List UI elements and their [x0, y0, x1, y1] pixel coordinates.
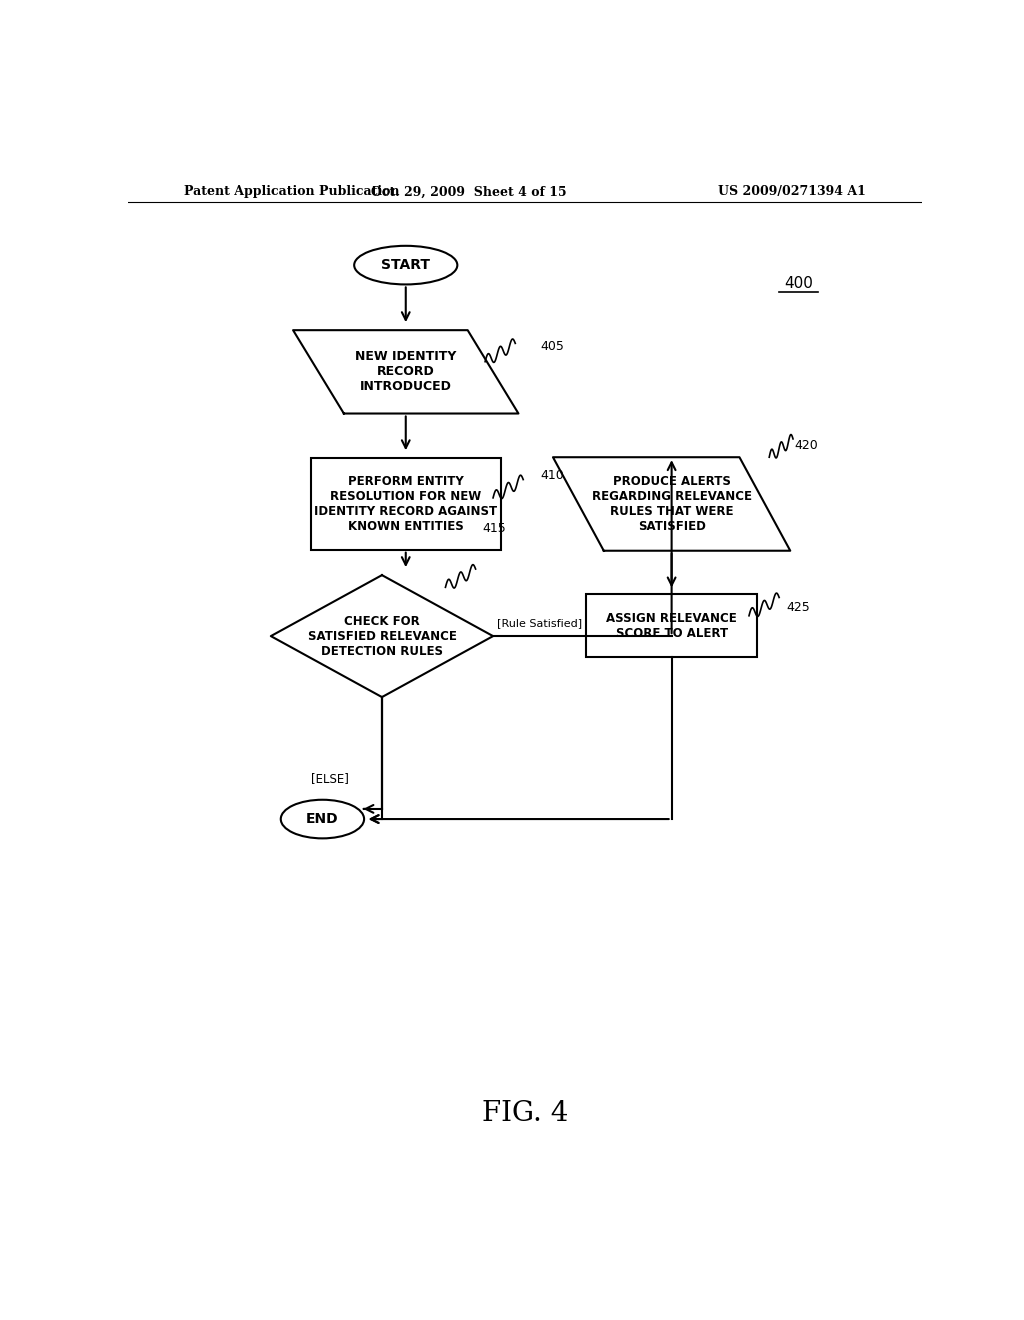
Text: END: END [306, 812, 339, 826]
Text: 420: 420 [795, 438, 818, 451]
Text: [Rule Satisfied]: [Rule Satisfied] [497, 618, 583, 628]
Bar [310, 458, 501, 549]
Text: ASSIGN RELEVANCE
SCORE TO ALERT: ASSIGN RELEVANCE SCORE TO ALERT [606, 612, 737, 640]
Bar [587, 594, 757, 657]
Text: PERFORM ENTITY
RESOLUTION FOR NEW
IDENTITY RECORD AGAINST
KNOWN ENTITIES: PERFORM ENTITY RESOLUTION FOR NEW IDENTI… [314, 475, 498, 533]
Text: Oct. 29, 2009  Sheet 4 of 15: Oct. 29, 2009 Sheet 4 of 15 [372, 185, 567, 198]
Text: START: START [381, 259, 430, 272]
Text: FIG. 4: FIG. 4 [481, 1101, 568, 1127]
Text: 425: 425 [786, 601, 810, 614]
Text: PRODUCE ALERTS
REGARDING RELEVANCE
RULES THAT WERE
SATISFIED: PRODUCE ALERTS REGARDING RELEVANCE RULES… [592, 475, 752, 533]
Text: 405: 405 [541, 341, 564, 352]
Text: 415: 415 [482, 521, 506, 535]
Text: Patent Application Publication: Patent Application Publication [183, 185, 399, 198]
Text: 400: 400 [784, 276, 813, 290]
Text: NEW IDENTITY
RECORD
INTRODUCED: NEW IDENTITY RECORD INTRODUCED [355, 350, 457, 393]
Text: [ELSE]: [ELSE] [311, 772, 349, 785]
Text: CHECK FOR
SATISFIED RELEVANCE
DETECTION RULES: CHECK FOR SATISFIED RELEVANCE DETECTION … [307, 615, 457, 657]
Text: 410: 410 [541, 469, 564, 482]
Text: US 2009/0271394 A1: US 2009/0271394 A1 [718, 185, 866, 198]
